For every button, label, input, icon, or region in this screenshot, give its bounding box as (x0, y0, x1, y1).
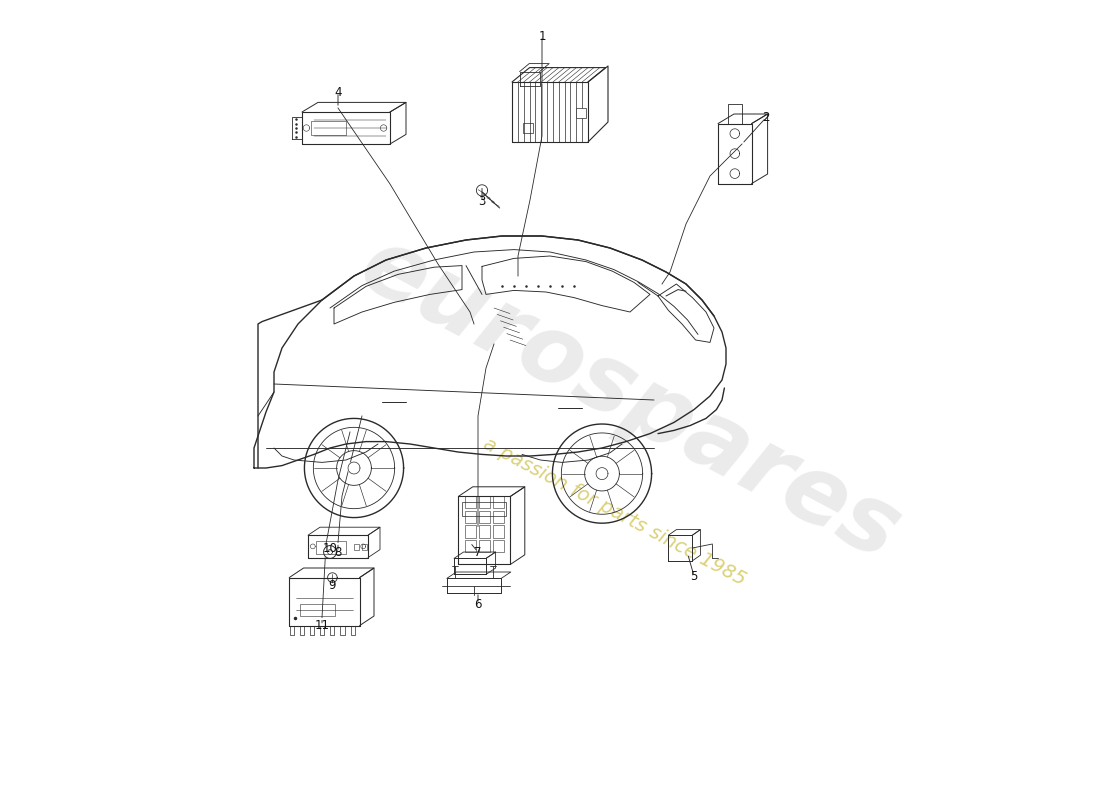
Text: 3: 3 (478, 195, 486, 208)
Text: 9: 9 (329, 579, 337, 592)
Bar (478, 496, 491, 508)
Polygon shape (323, 546, 337, 558)
Bar (524, 123, 534, 133)
Text: 4: 4 (334, 86, 342, 98)
Bar (316, 542, 346, 554)
Bar (300, 604, 336, 616)
Bar (493, 510, 504, 523)
Bar (478, 510, 491, 523)
Bar (478, 540, 491, 552)
Text: 8: 8 (334, 546, 342, 558)
Text: 5: 5 (691, 570, 697, 582)
Polygon shape (596, 468, 608, 479)
Polygon shape (348, 462, 360, 474)
Text: 1: 1 (538, 30, 546, 42)
Text: eurospares: eurospares (344, 219, 915, 581)
Bar (493, 496, 504, 508)
Text: 10: 10 (322, 542, 338, 554)
Text: 6: 6 (474, 598, 482, 610)
Bar (576, 108, 585, 118)
Bar (462, 502, 506, 517)
Bar (493, 526, 504, 538)
Bar (493, 540, 504, 552)
Bar (362, 544, 367, 550)
Bar (311, 121, 346, 135)
Polygon shape (328, 573, 338, 582)
Bar (465, 540, 476, 552)
Bar (465, 510, 476, 523)
Bar (353, 544, 360, 550)
Bar (478, 526, 491, 538)
Text: 2: 2 (762, 111, 770, 124)
Text: 11: 11 (315, 619, 330, 632)
Bar (465, 496, 476, 508)
Text: a passion for parts since 1985: a passion for parts since 1985 (480, 434, 748, 590)
Bar (465, 526, 476, 538)
Polygon shape (476, 185, 487, 196)
Text: 7: 7 (474, 546, 482, 558)
